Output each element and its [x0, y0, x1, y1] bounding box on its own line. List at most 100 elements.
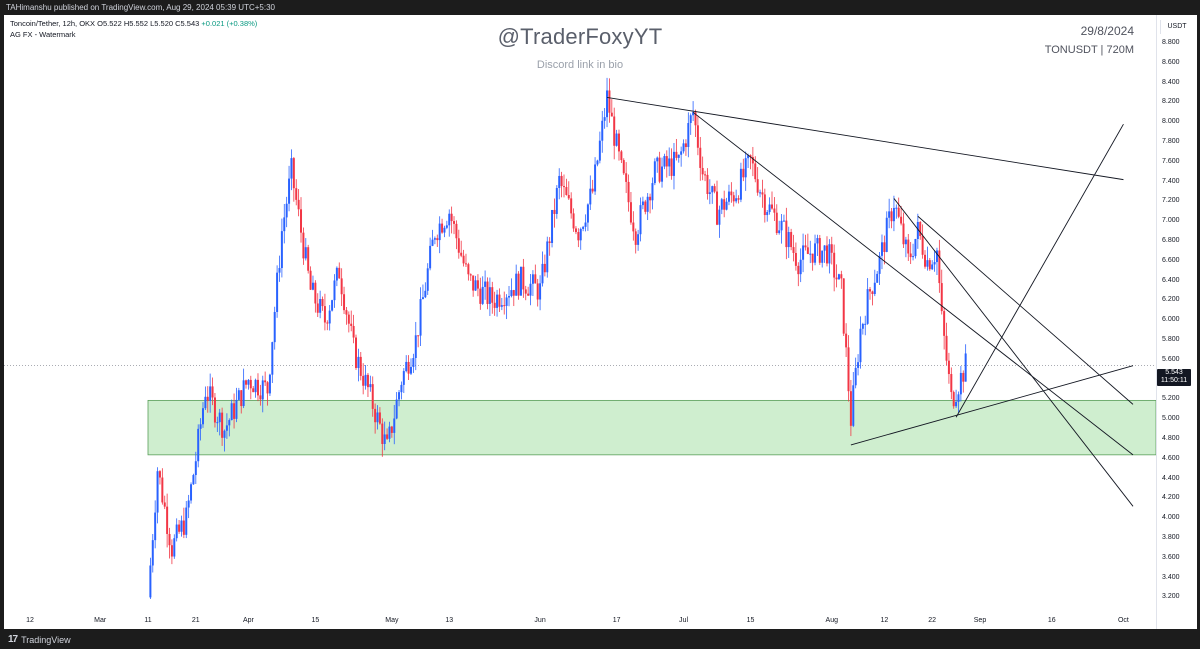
candle-body [180, 520, 183, 532]
candle-body [271, 342, 274, 375]
currency-label[interactable]: USDT [1160, 20, 1193, 34]
candle-body [407, 361, 410, 374]
candle-body [637, 234, 640, 245]
candle-body [632, 222, 635, 232]
candle-body [589, 188, 592, 205]
watermark-date: 29/8/2024 [1080, 24, 1134, 38]
candle-body [316, 303, 319, 313]
candle-body [531, 274, 534, 284]
legend-indicator[interactable]: AG FX - Watermark [10, 30, 76, 39]
price-tick-label: 5.000 [1162, 415, 1180, 423]
candle-body [768, 204, 771, 213]
candle-body [455, 223, 458, 239]
candle-body [225, 425, 228, 431]
price-tick-label: 6.600 [1162, 256, 1180, 264]
candle-body [280, 231, 283, 269]
candle-body [166, 506, 169, 534]
candle-body [462, 255, 465, 264]
candle-body [684, 143, 687, 148]
candle-body [701, 167, 704, 175]
candle-body [209, 386, 212, 401]
price-tick-label: 3.800 [1162, 534, 1180, 541]
candle-body [170, 545, 173, 557]
candle-body [366, 374, 369, 388]
candle-body [959, 372, 962, 395]
candle-body [890, 211, 893, 222]
candle-body [431, 239, 434, 246]
candle-body [845, 333, 848, 348]
candle-body [393, 418, 396, 433]
candle-body [955, 401, 958, 407]
candle-body [613, 116, 616, 146]
candle-body [192, 475, 195, 485]
candle-body [617, 133, 620, 152]
candle-body [536, 283, 539, 300]
candle-body [594, 164, 597, 192]
candle-body [369, 384, 372, 388]
candle-body [424, 290, 427, 298]
price-tick-label: 8.000 [1162, 118, 1180, 126]
price-tick-label: 7.400 [1162, 177, 1180, 185]
candle-body [204, 396, 207, 409]
candle-body [577, 232, 580, 241]
candle-body [933, 262, 936, 265]
candle-body [221, 412, 224, 438]
candle-body [964, 353, 967, 382]
price-tick-label: 7.800 [1162, 138, 1180, 145]
trendline-4 [917, 215, 1134, 405]
candle-body [292, 158, 295, 189]
candle-body [737, 198, 740, 200]
price-tick-label: 3.600 [1162, 553, 1180, 561]
candle-body [560, 175, 563, 187]
support-zone [147, 399, 1157, 456]
candle-body [814, 243, 817, 263]
candle-body [570, 198, 573, 214]
candle-body [857, 362, 860, 368]
candle-body [469, 274, 472, 276]
candle-body [187, 500, 190, 508]
candle-body [460, 252, 463, 256]
candle-body [197, 428, 200, 462]
candle-body [797, 265, 800, 275]
time-tick-label: Sep [973, 617, 987, 624]
candle-body [194, 461, 197, 476]
time-tick-label: 11 [144, 617, 152, 624]
candle-body [833, 252, 836, 278]
price-axis[interactable] [1156, 15, 1197, 629]
watermark-subtitle: Discord link in bio [536, 59, 624, 71]
candle-body [627, 181, 630, 203]
price-tick-label: 4.800 [1162, 435, 1180, 442]
candle-body [245, 380, 248, 385]
candle-body [830, 244, 833, 253]
candle-body [472, 275, 475, 291]
chart-pane[interactable] [4, 15, 1196, 629]
candle-body [835, 277, 838, 280]
candle-body [720, 199, 723, 210]
candle-body [852, 385, 855, 426]
candle-body [216, 422, 219, 424]
candle-body [290, 158, 293, 179]
candle-body [190, 484, 193, 501]
candle-body [957, 394, 960, 402]
candle-body [331, 300, 334, 311]
candle-body [823, 245, 826, 251]
candle-body [651, 183, 654, 201]
candle-body [529, 283, 532, 296]
candle-body [754, 163, 757, 180]
candle-body [775, 212, 778, 234]
price-tick-label: 6.800 [1162, 237, 1180, 244]
candle-body [912, 256, 915, 258]
candle-body [252, 388, 255, 393]
candle-body [859, 328, 862, 363]
candle-body [744, 158, 747, 178]
candle-body [364, 374, 367, 386]
time-tick-label: 13 [445, 617, 454, 624]
tradingview-logo[interactable]: 17 TradingView [8, 634, 71, 645]
candle-body [672, 151, 675, 176]
candle-body [780, 220, 783, 231]
candle-body [414, 335, 417, 359]
candle-body [730, 191, 733, 196]
trendline-5 [850, 365, 1134, 446]
candle-body [622, 160, 625, 174]
